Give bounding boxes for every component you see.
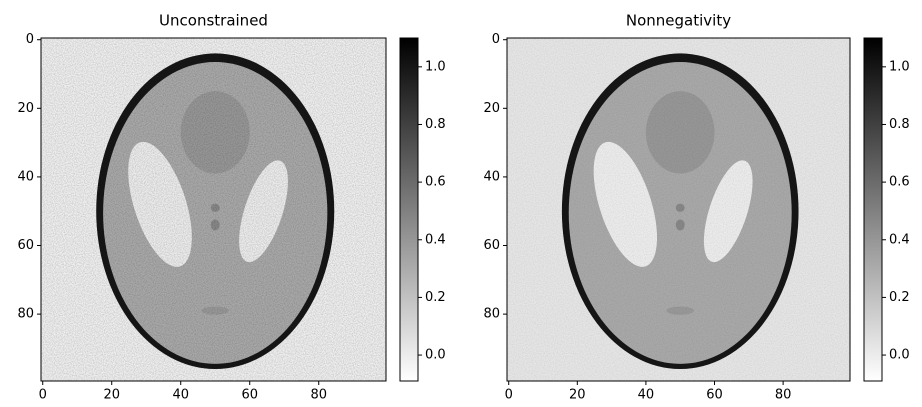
image — [507, 38, 850, 381]
colorbar-tick-label: 0.4 — [889, 232, 910, 247]
x-tick-label: 20 — [569, 388, 586, 403]
colorbar-tick-label: 0.8 — [425, 117, 446, 132]
colorbar-tick-label: 1.0 — [889, 59, 910, 74]
x-tick-label: 80 — [310, 388, 327, 403]
x-tick-label: 20 — [103, 388, 120, 403]
y-tick-label: 80 — [483, 307, 500, 322]
colorbar-tick-label: 0.8 — [889, 117, 910, 132]
colorbar-tick-label: 0.2 — [425, 290, 446, 305]
colorbar-tick-label: 0.6 — [889, 175, 910, 190]
axes-frame — [40, 37, 387, 382]
y-tick-label: 60 — [483, 238, 500, 253]
colorbar-tick-label: 1.0 — [425, 59, 446, 74]
x-tick-label: 40 — [638, 388, 655, 403]
x-tick-label: 60 — [241, 388, 258, 403]
image-noise — [41, 38, 386, 381]
x-tick-label: 80 — [775, 388, 792, 403]
colorbar-tick-label: 0.2 — [889, 290, 910, 305]
axes-frame — [506, 37, 851, 382]
colorbar-tick-label: 0.0 — [425, 348, 446, 363]
x-tick-label: 60 — [706, 388, 723, 403]
y-tick-label: 20 — [483, 101, 500, 116]
subplot: Unconstrained 0 20 40 60 80 0 20 40 60 80 0.0 0.2 0.4… — [17, 12, 445, 403]
colorbar-tick-label: 0.6 — [425, 175, 446, 190]
x-tick-label: 0 — [39, 388, 47, 403]
image-noise — [507, 38, 850, 381]
y-tick-label: 0 — [492, 32, 500, 47]
image — [41, 38, 386, 381]
x-tick-label: 40 — [172, 388, 189, 403]
colorbar — [399, 37, 419, 382]
chart-title: Nonnegativity — [626, 12, 731, 30]
y-tick-label: 60 — [17, 238, 34, 253]
y-tick-label: 40 — [483, 169, 500, 184]
y-tick-label: 80 — [17, 307, 34, 322]
chart-title: Unconstrained — [159, 12, 268, 30]
subplot: Nonnegativity 0 20 40 60 80 0 20 40 60 80 0.0 0.2 0.4… — [483, 12, 909, 403]
colorbar-tick-label: 0.4 — [425, 232, 446, 247]
x-tick-label: 0 — [505, 388, 513, 403]
y-tick-label: 20 — [17, 101, 34, 116]
y-tick-label: 0 — [26, 32, 34, 47]
colorbar — [863, 37, 883, 382]
y-tick-label: 40 — [17, 169, 34, 184]
colorbar-tick-label: 0.0 — [889, 348, 910, 363]
